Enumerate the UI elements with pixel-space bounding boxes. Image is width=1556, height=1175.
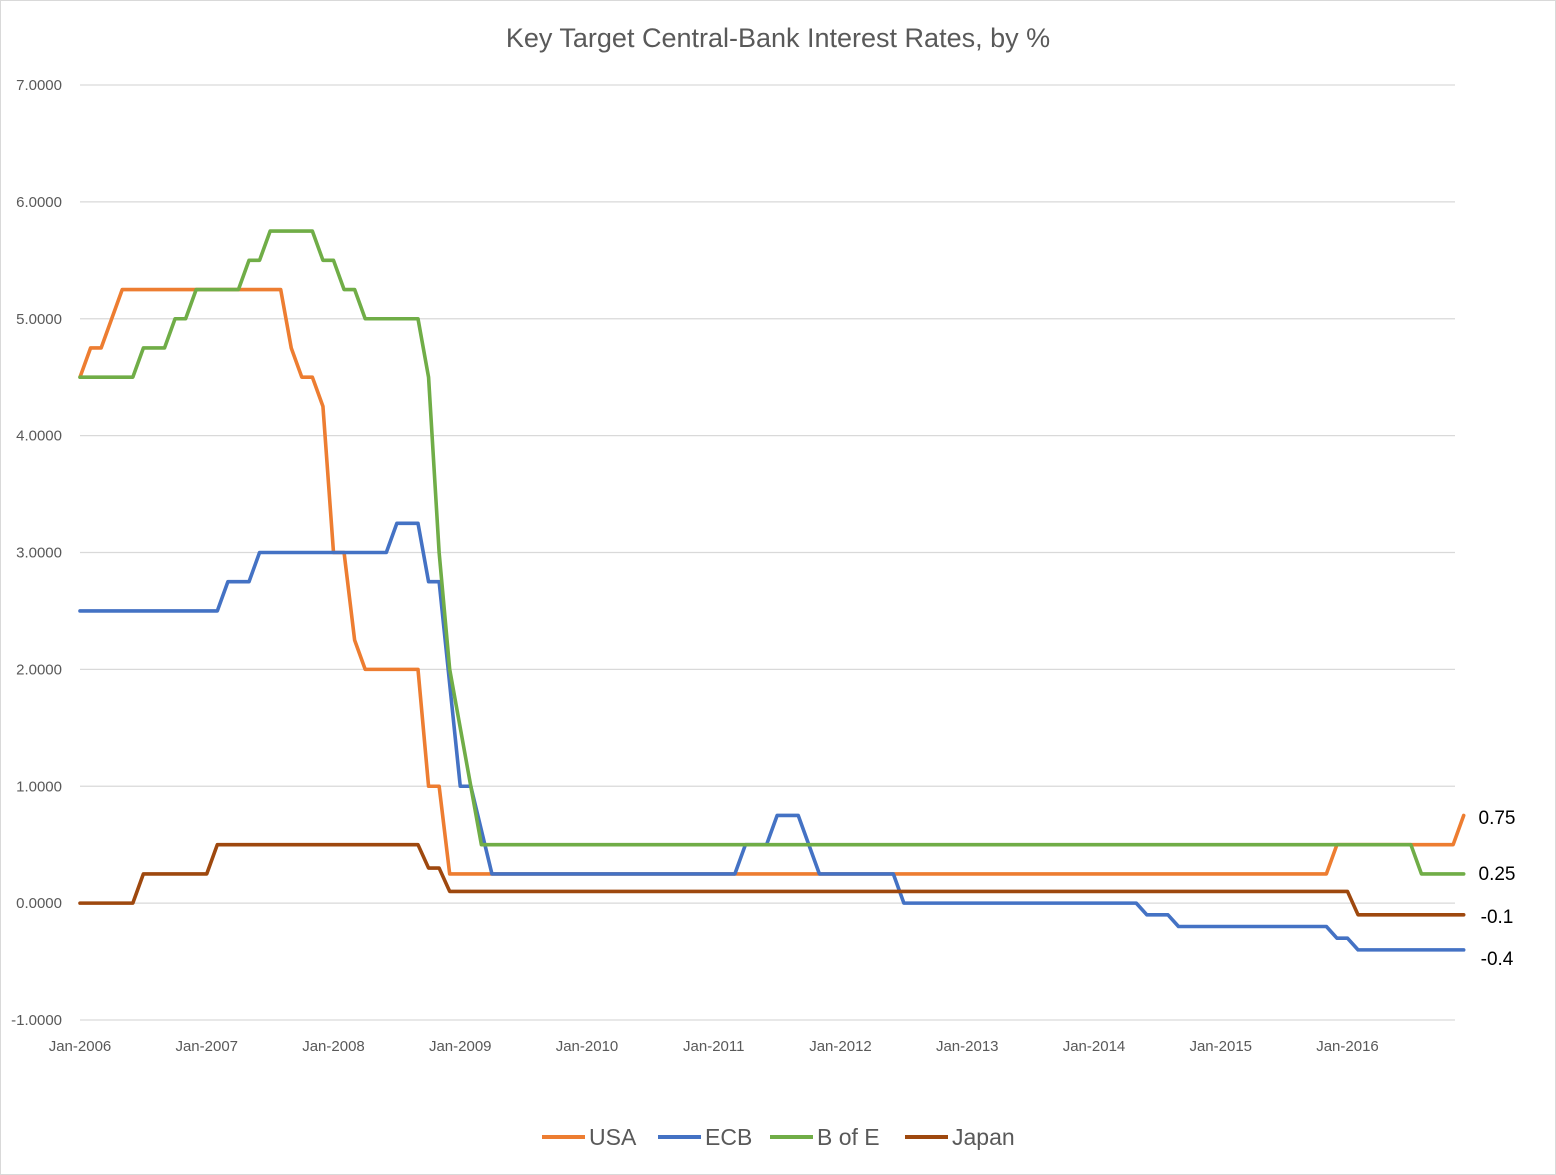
x-tick-label: Jan-2012: [809, 1038, 872, 1055]
y-tick-label: 7.0000: [16, 77, 62, 94]
y-tick-label: 1.0000: [16, 778, 62, 795]
x-tick-label: Jan-2013: [936, 1038, 999, 1055]
x-tick-label: Jan-2014: [1063, 1038, 1126, 1055]
end-value-labels: 0.75 0.25 -0.1 -0.4: [1479, 808, 1516, 970]
end-label: -0.4: [1481, 949, 1514, 970]
series-line-japan: [78, 842, 1466, 917]
y-tick-label: 6.0000: [16, 194, 62, 211]
end-label: 0.75: [1479, 808, 1516, 829]
y-tick-label: 3.0000: [16, 545, 62, 562]
legend-label: ECB: [705, 1124, 752, 1150]
x-tick-label: Jan-2006: [49, 1038, 112, 1055]
y-tick-label: 4.0000: [16, 428, 62, 445]
end-label: 0.25: [1479, 864, 1516, 885]
x-tick-label: Jan-2011: [683, 1038, 744, 1055]
series-lines: [78, 229, 1466, 952]
gridlines: [80, 84, 1455, 1021]
series-line-b-of-e: [78, 229, 1466, 876]
y-axis-tick-labels: 7.0000 6.0000 5.0000 4.0000 3.0000 2.0000 1.00…: [11, 77, 62, 1029]
x-tick-label: Jan-2010: [556, 1038, 619, 1055]
legend-label: USA: [589, 1124, 637, 1150]
series-line-ecb: [78, 521, 1466, 952]
x-axis-tick-labels: Jan-2006 Jan-2007 Jan-2008 Jan-2009 Jan-2010…: [49, 1038, 1379, 1055]
y-tick-label: 2.0000: [16, 661, 62, 678]
x-tick-label: Jan-2015: [1189, 1038, 1252, 1055]
y-tick-label: -1.0000: [11, 1012, 62, 1029]
y-tick-label: 0.0000: [16, 895, 62, 912]
x-tick-label: Jan-2009: [429, 1038, 492, 1055]
x-tick-label: Jan-2016: [1316, 1038, 1379, 1055]
legend-label: Japan: [952, 1124, 1015, 1150]
x-tick-label: Jan-2007: [175, 1038, 238, 1055]
chart-title: Key Target Central-Bank Interest Rates, …: [506, 23, 1050, 53]
end-label: -0.1: [1481, 907, 1514, 928]
legend: USA ECB B of E Japan: [542, 1124, 1015, 1150]
x-tick-label: Jan-2008: [302, 1038, 365, 1055]
legend-label: B of E: [817, 1124, 880, 1150]
y-tick-label: 5.0000: [16, 311, 62, 328]
